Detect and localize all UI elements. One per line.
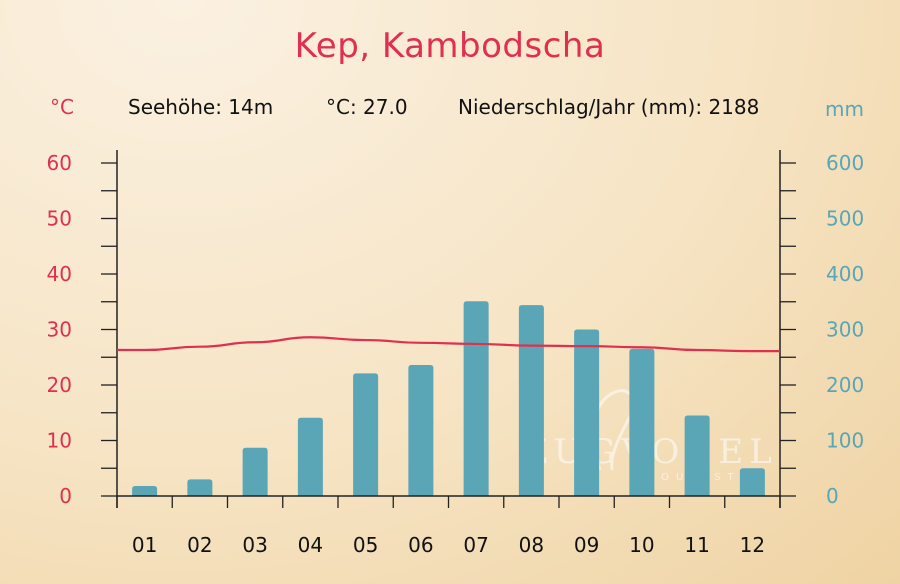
precipitation-bars bbox=[132, 301, 765, 496]
precipitation-bar bbox=[684, 415, 710, 496]
x-tick-label: 07 bbox=[463, 533, 488, 557]
precipitation-bar bbox=[132, 486, 158, 496]
left-tick-label: 30 bbox=[47, 318, 72, 342]
annual-precipitation-label: Niederschlag/Jahr (mm): 2188 bbox=[458, 95, 760, 119]
left-tick-label: 40 bbox=[47, 262, 72, 286]
chart-title: Kep, Kambodscha bbox=[294, 26, 606, 66]
precipitation-bar bbox=[574, 329, 600, 496]
mean-temperature-label: °C: 27.0 bbox=[326, 95, 408, 119]
right-tick-label: 600 bbox=[826, 151, 864, 175]
right-tick-label: 0 bbox=[826, 484, 839, 508]
precipitation-bar bbox=[297, 417, 323, 496]
precipitation-bar bbox=[463, 301, 489, 496]
x-tick-label: 02 bbox=[187, 533, 212, 557]
precipitation-bar bbox=[353, 373, 379, 496]
x-tick-label: 12 bbox=[740, 533, 765, 557]
left-tick-label: 60 bbox=[47, 151, 72, 175]
right-tick-label: 200 bbox=[826, 373, 864, 397]
precipitation-bar bbox=[242, 447, 268, 496]
elevation-label: Seehöhe: 14m bbox=[128, 95, 274, 119]
x-tick-label: 05 bbox=[353, 533, 378, 557]
precipitation-bar bbox=[187, 479, 213, 496]
precipitation-bar bbox=[518, 305, 544, 496]
x-tick-label: 11 bbox=[684, 533, 709, 557]
precipitation-bar bbox=[739, 468, 765, 496]
precipitation-unit-label: mm bbox=[825, 97, 864, 121]
right-tick-label: 400 bbox=[826, 262, 864, 286]
left-tick-label: 50 bbox=[47, 207, 72, 231]
x-tick-label: 09 bbox=[574, 533, 599, 557]
temperature-line bbox=[116, 336, 780, 353]
x-tick-label: 08 bbox=[519, 533, 544, 557]
right-tick-label: 300 bbox=[826, 318, 864, 342]
right-tick-label: 100 bbox=[826, 429, 864, 453]
temperature-unit-label: °C bbox=[50, 95, 74, 119]
left-tick-label: 0 bbox=[59, 484, 72, 508]
precipitation-bar bbox=[629, 348, 655, 496]
right-tick-label: 500 bbox=[826, 207, 864, 231]
x-tick-label: 10 bbox=[629, 533, 654, 557]
precipitation-bar bbox=[408, 365, 434, 496]
axes bbox=[101, 150, 796, 508]
x-tick-label: 03 bbox=[242, 533, 267, 557]
left-tick-label: 10 bbox=[47, 429, 72, 453]
x-tick-label: 04 bbox=[298, 533, 323, 557]
x-tick-label: 06 bbox=[408, 533, 433, 557]
left-tick-label: 20 bbox=[47, 373, 72, 397]
x-tick-label: 01 bbox=[132, 533, 157, 557]
temperature-curve bbox=[116, 336, 780, 353]
